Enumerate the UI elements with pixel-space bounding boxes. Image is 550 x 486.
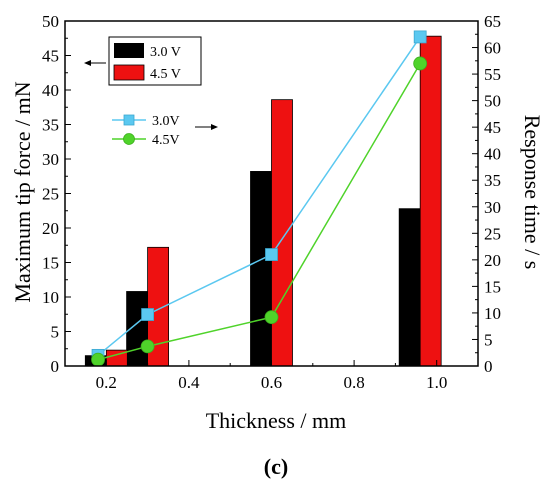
bar-1-2: [271, 99, 293, 367]
y-right-tick-label: 20: [484, 251, 501, 270]
line-series-0: [97, 36, 421, 356]
x-axis-title: Thickness / mm: [206, 408, 347, 433]
y-left-tick-label: 30: [42, 150, 59, 169]
line-legend: 3.0V 4.5V: [112, 114, 218, 148]
y-right-tick-label: 30: [484, 198, 501, 217]
bar-1-3: [419, 35, 442, 367]
y-right-axis-title: Response time / s: [520, 115, 545, 270]
panel-label: (c): [264, 454, 288, 479]
y-right-tick-label: 40: [484, 145, 501, 164]
line-point-1-1: [140, 339, 155, 354]
y-left-tick-label: 50: [42, 12, 59, 31]
y-right-tick-label: 45: [484, 118, 501, 137]
y-right-tick-label: 10: [484, 304, 501, 323]
y-right-tick-label: 35: [484, 171, 501, 190]
bar-legend-label-0: 3.0 V: [150, 45, 181, 60]
line-point-1-2: [264, 310, 279, 325]
line-legend-label-1: 4.5V: [152, 133, 180, 148]
x-tick-label: 0.6: [261, 373, 282, 392]
line-legend-marker-1: [123, 133, 135, 145]
y-left-tick-label: 0: [51, 357, 60, 376]
bar-legend-arrow-head: [84, 60, 91, 66]
y-right-tick-label: 65: [484, 12, 501, 31]
line-point-1-3: [413, 56, 428, 71]
bar-0-2: [250, 171, 272, 367]
x-tick-label: 1.0: [426, 373, 447, 392]
bar-legend-label-1: 4.5 V: [150, 67, 181, 82]
y-left-tick-label: 35: [42, 116, 59, 135]
y-right-tick-label: 5: [484, 330, 493, 349]
line-point-1-0: [91, 352, 105, 367]
line-point-0-1: [141, 308, 155, 321]
y-left-tick-label: 45: [42, 47, 59, 66]
bar-legend-swatch-0: [114, 43, 144, 58]
bar-legend-swatch-1: [113, 64, 145, 81]
y-left-tick-label: 20: [42, 219, 59, 238]
y-right-tick-label: 60: [484, 39, 501, 58]
y-right-tick-label: 15: [484, 277, 501, 296]
y-left-tick-label: 15: [42, 254, 59, 273]
bar-legend: 3.0 V 4.5 V: [84, 36, 202, 86]
x-tick-label: 0.2: [96, 373, 117, 392]
line-legend-arrow-head: [211, 124, 218, 130]
x-tick-label: 0.4: [178, 373, 200, 392]
y-left-tick-label: 5: [51, 323, 60, 342]
y-right-tick-label: 50: [484, 92, 501, 111]
line-legend-label-0: 3.0V: [152, 114, 180, 129]
line-point-0-3: [413, 30, 427, 44]
line-legend-marker-0: [123, 114, 135, 126]
y-left-axis-title: Maximum tip force / mN: [10, 81, 35, 302]
x-tick-label: 0.8: [343, 373, 364, 392]
y-right-tick-label: 0: [484, 357, 493, 376]
y-left-tick-label: 10: [42, 288, 59, 307]
y-left-tick-label: 25: [42, 185, 59, 204]
line-point-0-2: [265, 248, 278, 261]
bar-0-3: [398, 208, 421, 367]
y-left-tick-label: 40: [42, 81, 59, 100]
line-series-1: [97, 63, 421, 361]
y-right-tick-label: 25: [484, 224, 501, 243]
y-right-tick-label: 55: [484, 65, 501, 84]
